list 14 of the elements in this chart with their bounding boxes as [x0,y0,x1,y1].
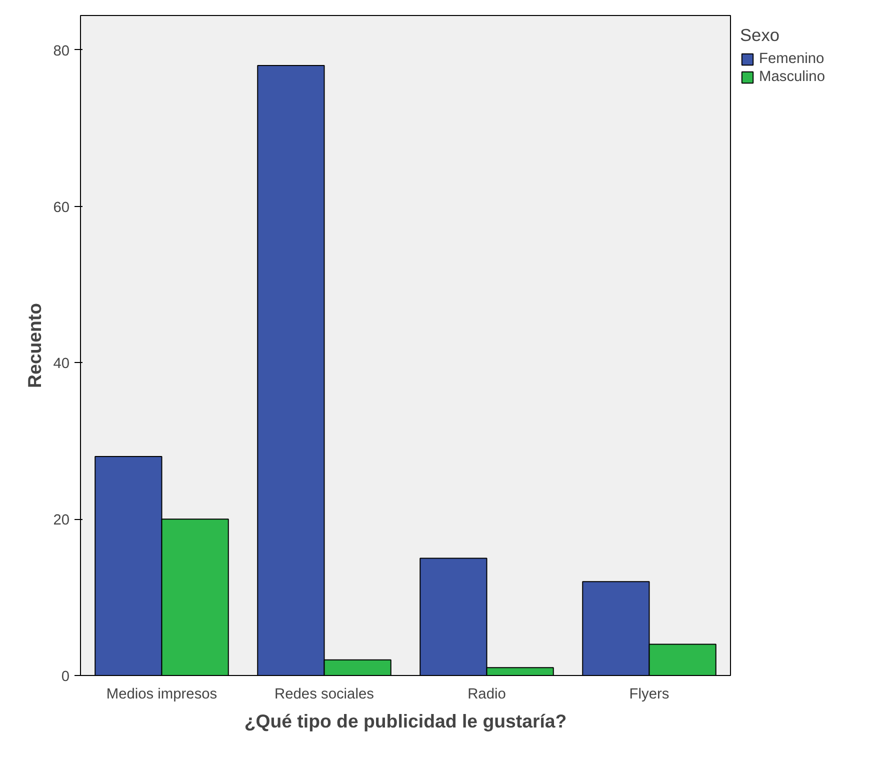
x-axis-title: ¿Qué tipo de publicidad le gustaría? [244,710,567,732]
y-tick-label: 20 [53,512,70,529]
legend-title: Sexo [740,25,780,46]
x-tick-label: Flyers [629,686,670,702]
y-axis-title: Recuento [24,302,46,388]
y-tick-label: 40 [53,356,70,372]
x-tick-label: Radio [468,686,506,702]
y-tick-label: 0 [61,669,70,685]
legend-label: Femenino [759,51,824,67]
x-tick-label: Medios impresos [106,686,218,702]
legend-label: Masculino [759,69,825,85]
y-tick-label: 80 [53,43,70,60]
x-tick-label: Redes sociales [274,686,374,702]
y-tick-label: 60 [53,200,70,216]
